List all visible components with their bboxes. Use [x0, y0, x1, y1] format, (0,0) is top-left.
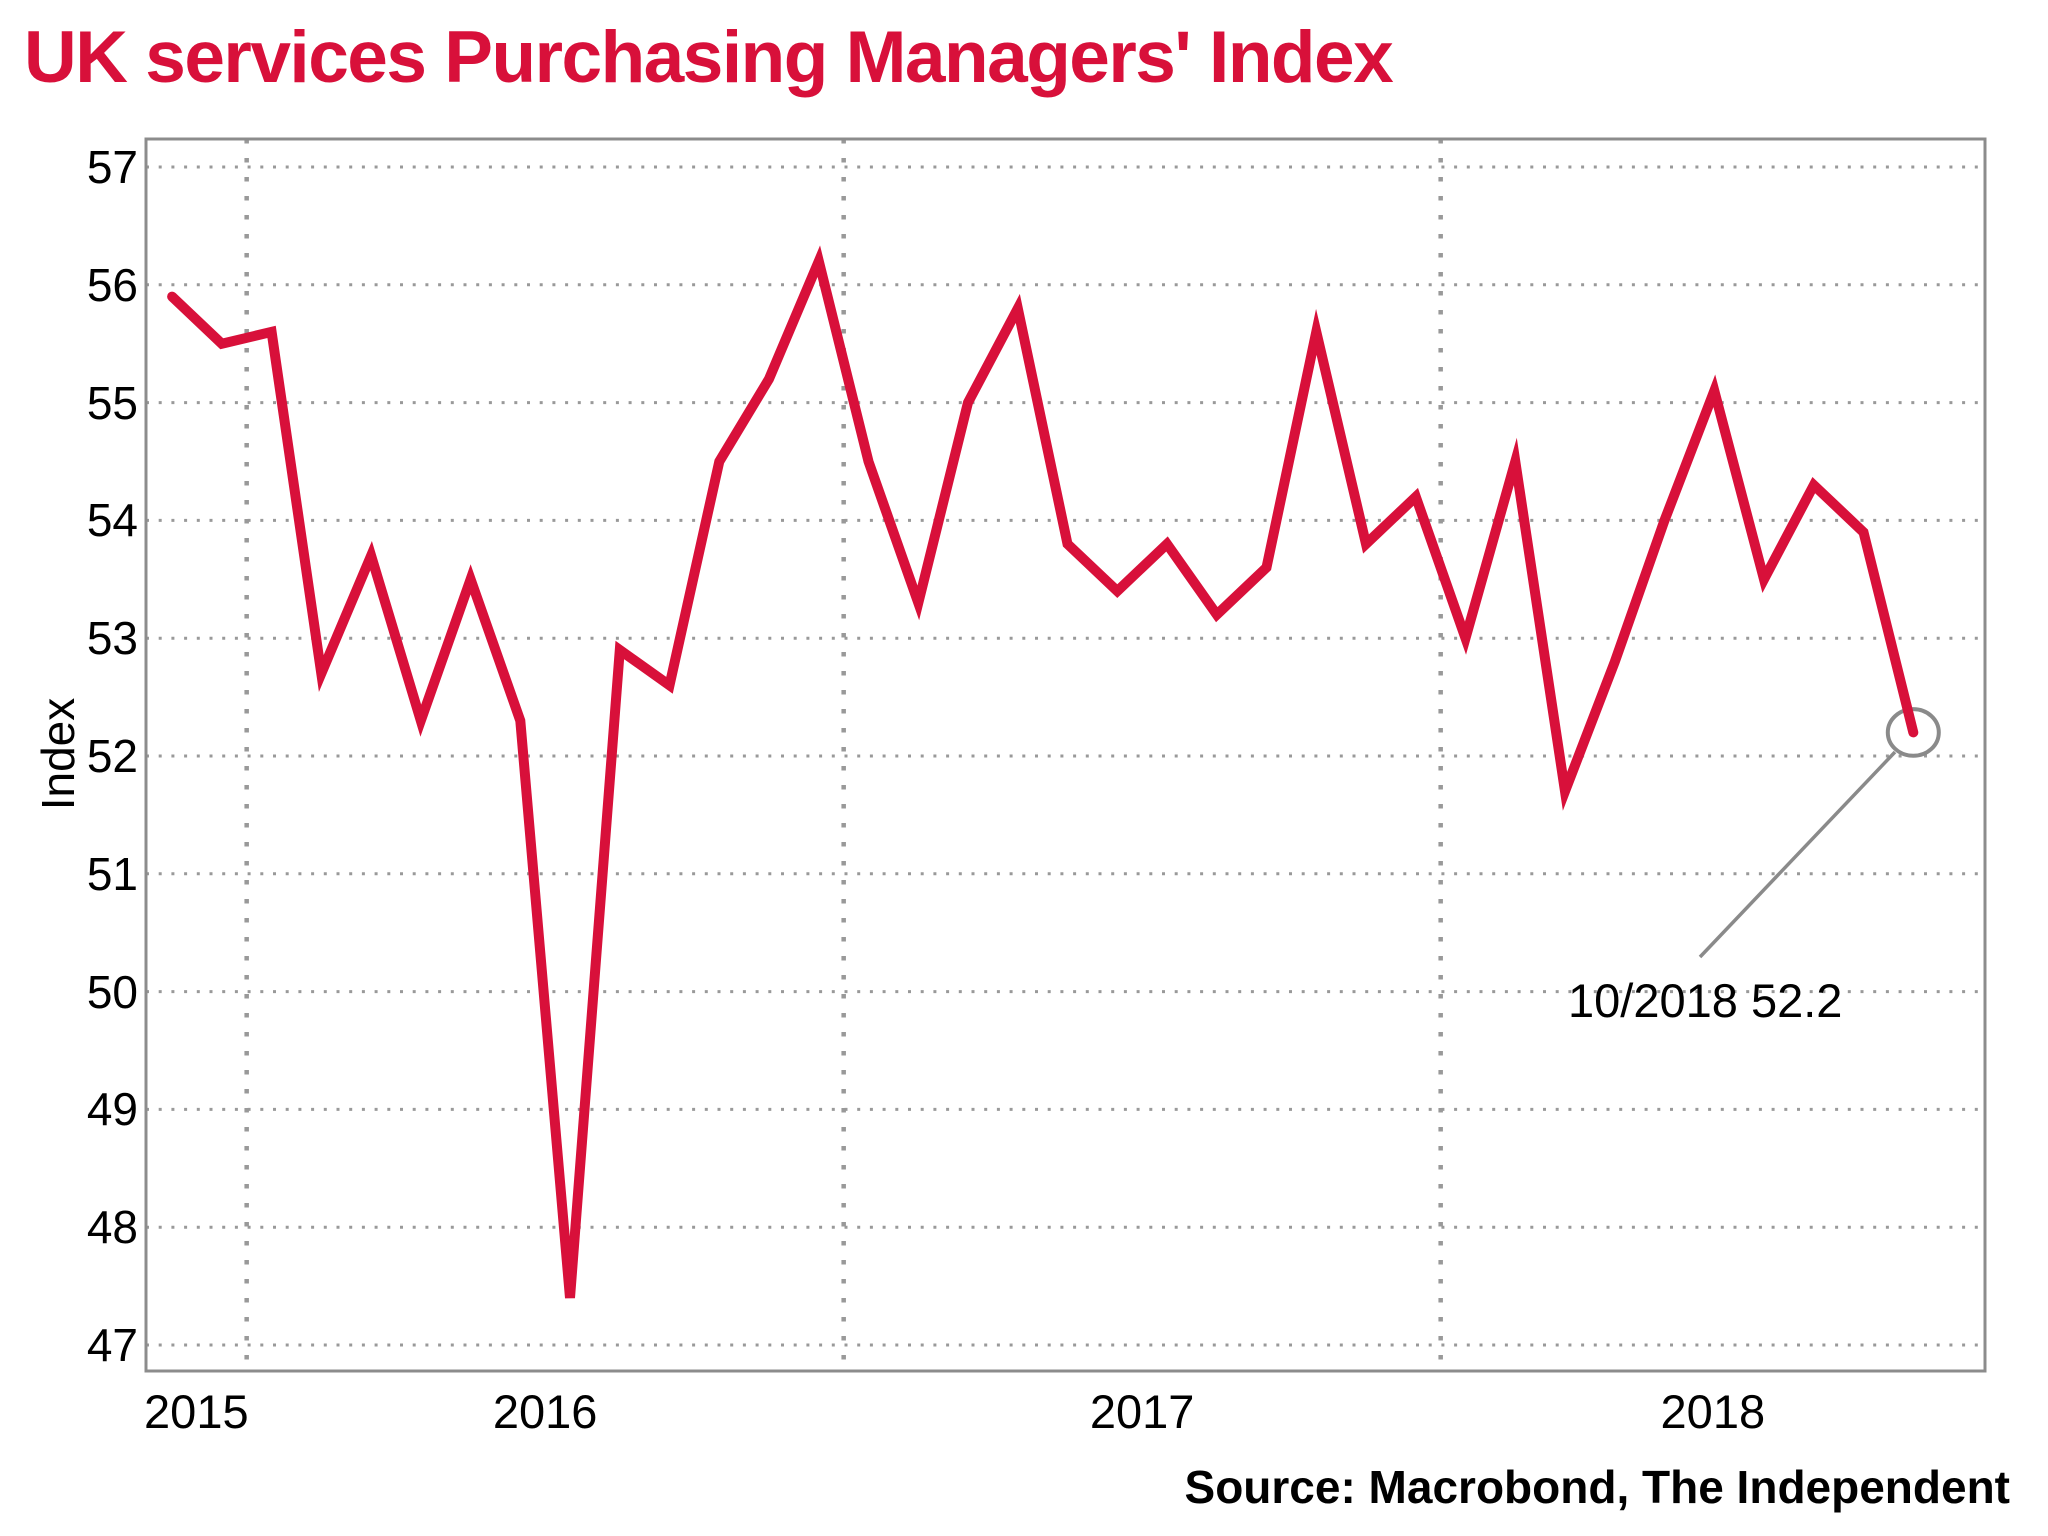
chart-title: UK services Purchasing Managers' Index [24, 17, 1394, 98]
y-axis-tick-label-57: 57 [86, 141, 138, 193]
y-axis-tick-label-51: 51 [86, 847, 138, 900]
y-axis-tick-label-47: 47 [86, 1319, 138, 1371]
annotation-leader-line [1698, 750, 1897, 959]
y-axis-tick-label-54: 54 [86, 494, 138, 547]
highlight-circle [1885, 707, 1941, 758]
annotation-label: 10/2018 52.2 [1568, 974, 1843, 1027]
y-axis-tick-label-50: 50 [86, 965, 138, 1018]
y-axis-tick-label-53: 53 [86, 612, 138, 665]
x-axis-year-label-2017: 2017 [1089, 1385, 1195, 1438]
source-credit: Source: Macrobond, The Independent [1184, 1461, 2010, 1513]
pmi-line [167, 245, 1919, 1299]
x-axis-year-label-2016: 2016 [492, 1385, 598, 1438]
x-axis-year-label-2018: 2018 [1660, 1385, 1766, 1438]
y-axis-tick-label-52: 52 [86, 730, 138, 782]
plot-frame [144, 137, 1987, 1373]
x-axis-year-label-2015: 2015 [144, 1385, 249, 1438]
y-axis-tick-label-48: 48 [86, 1201, 138, 1254]
year-boundary-gridlines [244, 139, 1443, 1371]
y-axis-tick-label-56: 56 [86, 258, 138, 311]
y-axis-tick-label-55: 55 [86, 376, 138, 429]
horizontal-gridlines [146, 165, 1985, 1347]
y-axis-tick-label-49: 49 [86, 1083, 138, 1136]
